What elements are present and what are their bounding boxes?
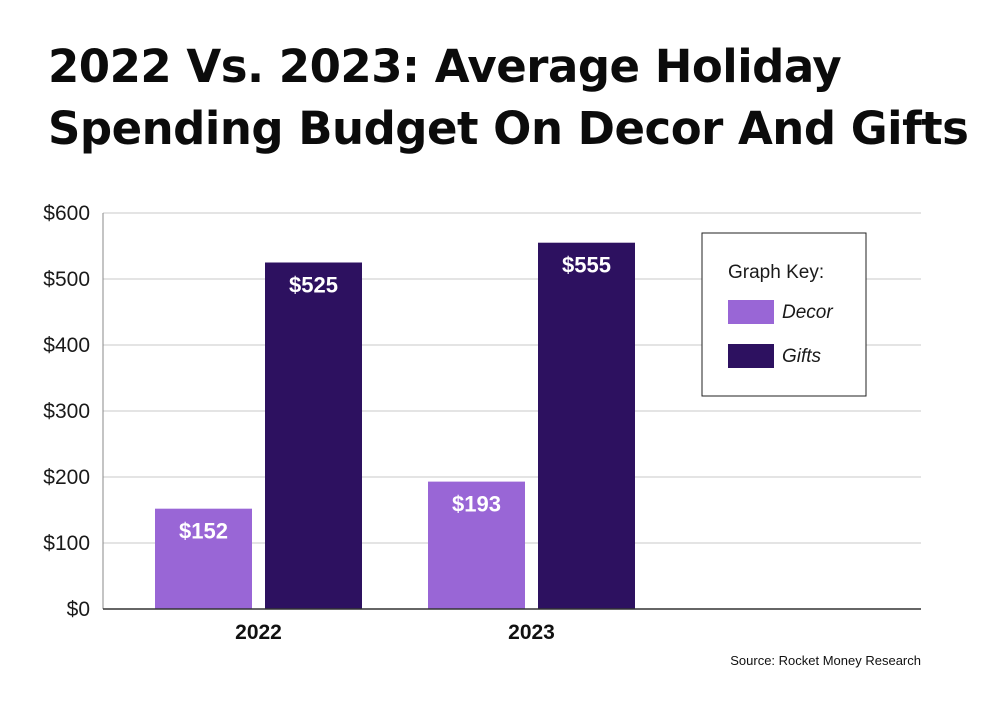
y-tick-label: $300: [43, 400, 90, 423]
y-axis-tick-labels: $0 $100 $200 $300 $400 $500 $600: [43, 202, 90, 621]
bar-value-label: $525: [289, 273, 338, 298]
chart-title-line-1: 2022 Vs. 2023: Average Holiday: [48, 40, 842, 93]
legend-label-decor: Decor: [782, 302, 833, 323]
y-tick-label: $600: [43, 202, 90, 225]
bar-value-label: $555: [562, 253, 611, 278]
y-tick-label: $200: [43, 466, 90, 489]
bars: $152 $525 $193 $555: [155, 242, 635, 609]
bar-decor-2023: [428, 481, 525, 609]
bar-value-label: $152: [179, 519, 228, 544]
chart-title-line-2: Spending Budget On Decor And Gifts: [48, 102, 969, 155]
legend-title: Graph Key:: [728, 262, 824, 283]
legend-swatch-gifts: [728, 344, 774, 368]
bar-gifts-2022: [265, 262, 362, 609]
y-tick-label: $500: [43, 268, 90, 291]
source-note: Source: Rocket Money Research: [730, 653, 921, 668]
x-category-label: 2023: [508, 621, 555, 644]
y-tick-label: $100: [43, 532, 90, 555]
legend: Graph Key: Decor Gifts: [701, 232, 867, 397]
x-axis-category-labels: 2022 2023: [235, 621, 555, 644]
bar-decor-2022: [155, 508, 252, 609]
legend-swatch-decor: [728, 300, 774, 324]
y-tick-label: $400: [43, 334, 90, 357]
bar-gifts-2023: [538, 242, 635, 609]
x-category-label: 2022: [235, 621, 282, 644]
bar-value-label: $193: [452, 492, 501, 517]
legend-label-gifts: Gifts: [782, 346, 822, 367]
y-tick-label: $0: [67, 598, 90, 621]
chart-title: 2022 Vs. 2023: Average Holiday Spending …: [48, 36, 969, 160]
axes: [102, 213, 921, 610]
